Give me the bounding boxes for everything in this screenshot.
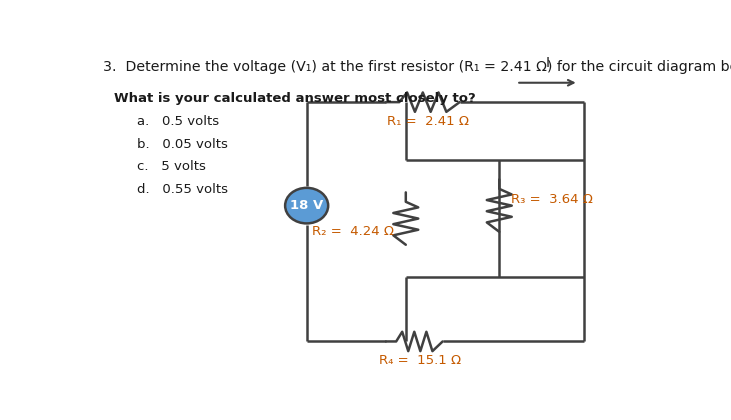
Text: R₃ =  3.64 Ω: R₃ = 3.64 Ω — [510, 193, 593, 206]
Text: What is your calculated answer most closely to?: What is your calculated answer most clos… — [114, 92, 476, 105]
Text: b.   0.05 volts: b. 0.05 volts — [137, 138, 227, 151]
Text: I: I — [545, 56, 550, 70]
Text: R₂ =  4.24 Ω: R₂ = 4.24 Ω — [312, 225, 395, 238]
Text: R₁ =  2.41 Ω: R₁ = 2.41 Ω — [387, 115, 469, 128]
Text: c.   5 volts: c. 5 volts — [137, 160, 205, 173]
Text: d.   0.55 volts: d. 0.55 volts — [137, 183, 227, 196]
Text: 3.  Determine the voltage (V₁) at the first resistor (R₁ = 2.41 Ω) for the circu: 3. Determine the voltage (V₁) at the fir… — [102, 60, 731, 74]
Ellipse shape — [285, 188, 328, 223]
Text: a.   0.5 volts: a. 0.5 volts — [137, 115, 219, 128]
Text: 18 V: 18 V — [290, 199, 323, 212]
Text: R₄ =  15.1 Ω: R₄ = 15.1 Ω — [379, 354, 461, 368]
